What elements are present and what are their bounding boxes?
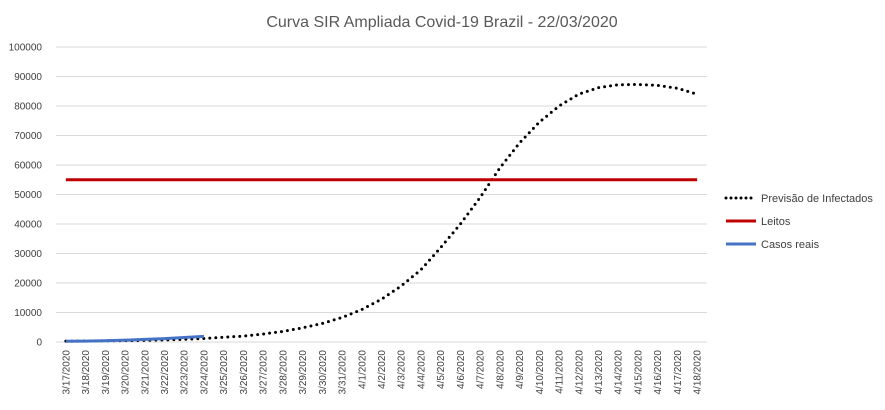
x-tick-label: 4/5/2020	[436, 350, 447, 389]
series	[64, 82, 699, 343]
y-tick-label: 70000	[14, 131, 42, 142]
x-tick-label: 4/2/2020	[377, 350, 388, 389]
x-tick-label: 3/28/2020	[278, 350, 289, 395]
x-tick-label: 3/18/2020	[81, 350, 92, 395]
y-tick-label: 80000	[14, 102, 42, 113]
y-tick-label: 0	[36, 338, 42, 349]
x-tick-label: 4/14/2020	[614, 350, 625, 395]
x-tick-label: 4/7/2020	[476, 350, 487, 389]
series-line-3	[65, 334, 205, 343]
x-tick-label: 3/22/2020	[160, 350, 171, 395]
y-tick-label: 50000	[14, 190, 42, 201]
x-tick-label: 3/30/2020	[318, 350, 329, 395]
x-tick-label: 3/31/2020	[338, 350, 349, 395]
x-tick-label: 4/6/2020	[456, 350, 467, 389]
y-axis-ticks: 0 10000 20000 30000 40000 50000 60000 70000 8000…	[9, 43, 43, 349]
y-tick-label: 30000	[14, 249, 42, 260]
x-tick-label: 3/23/2020	[180, 350, 191, 395]
x-tick-label: 4/9/2020	[515, 350, 526, 389]
x-tick-label: 4/17/2020	[673, 350, 684, 395]
x-tick-label: 4/13/2020	[594, 350, 605, 395]
legend-label-3: Casos reais	[761, 239, 820, 251]
x-tick-label: 3/27/2020	[259, 350, 270, 395]
x-tick-label: 3/29/2020	[298, 350, 309, 395]
chart-title: Curva SIR Ampliada Covid-19 Brazil - 22/…	[266, 14, 617, 31]
x-tick-label: 4/12/2020	[574, 350, 585, 395]
x-tick-label: 3/20/2020	[121, 350, 132, 395]
y-tick-label: 20000	[14, 279, 42, 290]
x-tick-label: 4/11/2020	[555, 350, 566, 394]
y-tick-label: 100000	[9, 43, 43, 54]
legend-label-1: Previsão de Infectados	[761, 193, 873, 205]
y-tick-label: 40000	[14, 220, 42, 231]
legend: Previsão de Infectados Leitos Casos reais	[724, 193, 873, 251]
x-tick-label: 3/19/2020	[101, 350, 112, 395]
x-tick-label: 4/3/2020	[397, 350, 408, 389]
x-tick-label: 4/16/2020	[653, 350, 664, 395]
y-tick-label: 10000	[14, 308, 42, 319]
series-line-1	[64, 82, 699, 343]
x-tick-label: 3/26/2020	[239, 350, 250, 395]
y-tick-label: 90000	[14, 72, 42, 83]
x-tick-label: 4/10/2020	[535, 350, 546, 395]
y-tick-label: 60000	[14, 161, 42, 172]
x-tick-label: 3/17/2020	[61, 350, 72, 395]
x-tick-label: 3/24/2020	[199, 350, 210, 395]
x-tick-label: 4/1/2020	[357, 350, 368, 389]
x-tick-label: 4/4/2020	[416, 350, 427, 389]
x-tick-label: 3/25/2020	[219, 350, 230, 395]
legend-label-2: Leitos	[761, 216, 791, 228]
x-tick-label: 4/18/2020	[693, 350, 704, 395]
x-tick-label: 4/8/2020	[495, 350, 506, 389]
x-tick-label: 3/21/2020	[140, 350, 151, 395]
x-tick-label: 4/15/2020	[633, 350, 644, 395]
x-axis-ticks: 3/17/2020 3/18/2020 3/19/2020 3/20/2020 3/21…	[61, 350, 703, 395]
gridlines	[56, 46, 707, 343]
